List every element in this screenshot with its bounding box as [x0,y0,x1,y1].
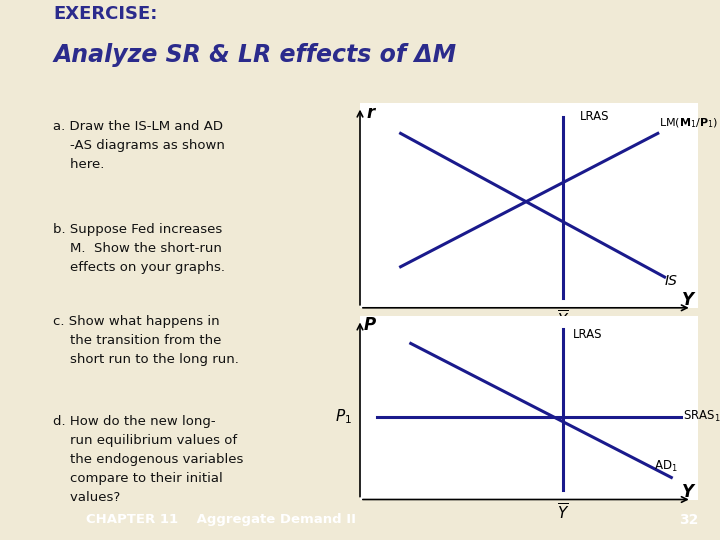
Text: c. Show what happens in
    the transition from the
    short run to the long ru: c. Show what happens in the transition f… [53,315,239,366]
Text: $P_1$: $P_1$ [335,408,351,426]
Text: IS: IS [665,274,678,288]
Text: $\overline{Y}$: $\overline{Y}$ [557,310,570,330]
Text: Y: Y [683,483,694,501]
Text: LRAS: LRAS [580,111,609,124]
Text: LRAS: LRAS [573,328,603,341]
Text: LM($\mathbf{M}_1$/$\mathbf{P}_1$): LM($\mathbf{M}_1$/$\mathbf{P}_1$) [660,116,719,130]
Text: P: P [364,316,377,334]
Text: b. Suppose Fed increases
    M.  Show the short-run
    effects on your graphs.: b. Suppose Fed increases M. Show the sho… [53,223,225,274]
Text: AD$_1$: AD$_1$ [654,459,678,474]
Text: SRAS$_1$: SRAS$_1$ [683,409,720,424]
Text: Y: Y [683,291,694,308]
Text: r: r [366,104,374,122]
Text: Analyze SR & LR effects of ΔM: Analyze SR & LR effects of ΔM [53,43,456,67]
Text: 32: 32 [679,513,698,526]
Text: d. How do the new long-
    run equilibrium values of
    the endogenous variabl: d. How do the new long- run equilibrium … [53,415,243,504]
Text: $\overline{Y}$: $\overline{Y}$ [557,502,570,522]
Text: CHAPTER 11    Aggregate Demand II: CHAPTER 11 Aggregate Demand II [86,513,356,526]
Text: EXERCISE:: EXERCISE: [53,5,158,23]
Text: a. Draw the IS-LM and AD
    -AS diagrams as shown
    here.: a. Draw the IS-LM and AD -AS diagrams as… [53,119,225,171]
